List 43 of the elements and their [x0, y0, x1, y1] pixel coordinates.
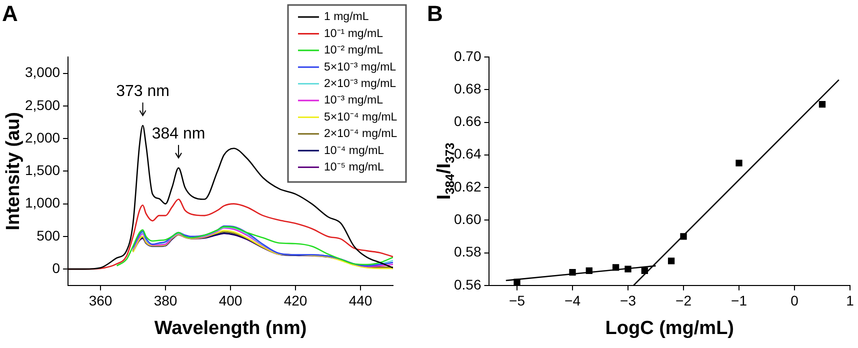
y-tick-label: 3,000 — [24, 64, 60, 80]
x-axis-title: Wavelength (nm) — [154, 318, 307, 339]
chart-title: B — [427, 1, 443, 26]
x-tick-label: 360 — [88, 292, 112, 309]
legend-label: 2×10⁻³ mg/mL — [324, 78, 397, 90]
x-tick-label: 420 — [284, 292, 308, 309]
y-tick-label: 0.70 — [454, 48, 482, 64]
y-tick-label: 0.58 — [454, 244, 482, 260]
y-tick-label: 2,500 — [24, 96, 60, 113]
x-tick-label: −3 — [620, 292, 636, 309]
x-tick-label: −1 — [731, 292, 748, 309]
y-tick-label: 0.64 — [454, 146, 482, 162]
y-axis-title: Intensity (au) — [3, 112, 24, 230]
y-tick-label: 0.66 — [454, 113, 482, 130]
y-tick-label: 1,000 — [24, 194, 60, 211]
y-tick-label: 0.60 — [454, 211, 482, 227]
x-tick-label: 400 — [218, 292, 242, 309]
y-tick-label: 500 — [36, 227, 60, 244]
legend-label: 10⁻¹ mg/mL — [324, 28, 384, 40]
y-tick-label: 2,000 — [24, 129, 60, 146]
legend-label: 2×10⁻⁴ mg/mL — [324, 128, 398, 140]
legend-label: 5×10⁻⁴ mg/mL — [324, 111, 398, 124]
y-tick-label: 0 — [52, 260, 60, 276]
legend-label: 10⁻⁴ mg/mL — [324, 144, 385, 157]
annotation: 384 nm — [152, 125, 206, 142]
legend-label: 10⁻³ mg/mL — [324, 94, 384, 107]
legend-label: 5×10⁻³ mg/mL — [324, 61, 397, 74]
x-tick-label: 0 — [790, 292, 799, 309]
legend-label: 10⁻² mg/mL — [324, 44, 384, 57]
x-tick-label: 1 — [846, 292, 854, 309]
y-tick-label: 0.56 — [454, 276, 482, 292]
x-axis-title: LogC (mg/mL) — [605, 318, 734, 339]
chart-title: A — [2, 1, 18, 26]
x-tick-label: −5 — [509, 292, 526, 309]
y-tick-label: 1,500 — [24, 162, 60, 178]
y-tick-label: 0.68 — [454, 80, 482, 96]
annotation: 373 nm — [116, 82, 170, 100]
legend-label: 10⁻⁵ mg/mL — [324, 161, 385, 174]
x-tick-label: −4 — [564, 292, 581, 309]
x-tick-label: 380 — [154, 292, 178, 309]
x-tick-label: −2 — [676, 292, 692, 309]
x-tick-label: 440 — [348, 292, 372, 309]
legend-label: 1 mg/mL — [324, 11, 370, 24]
